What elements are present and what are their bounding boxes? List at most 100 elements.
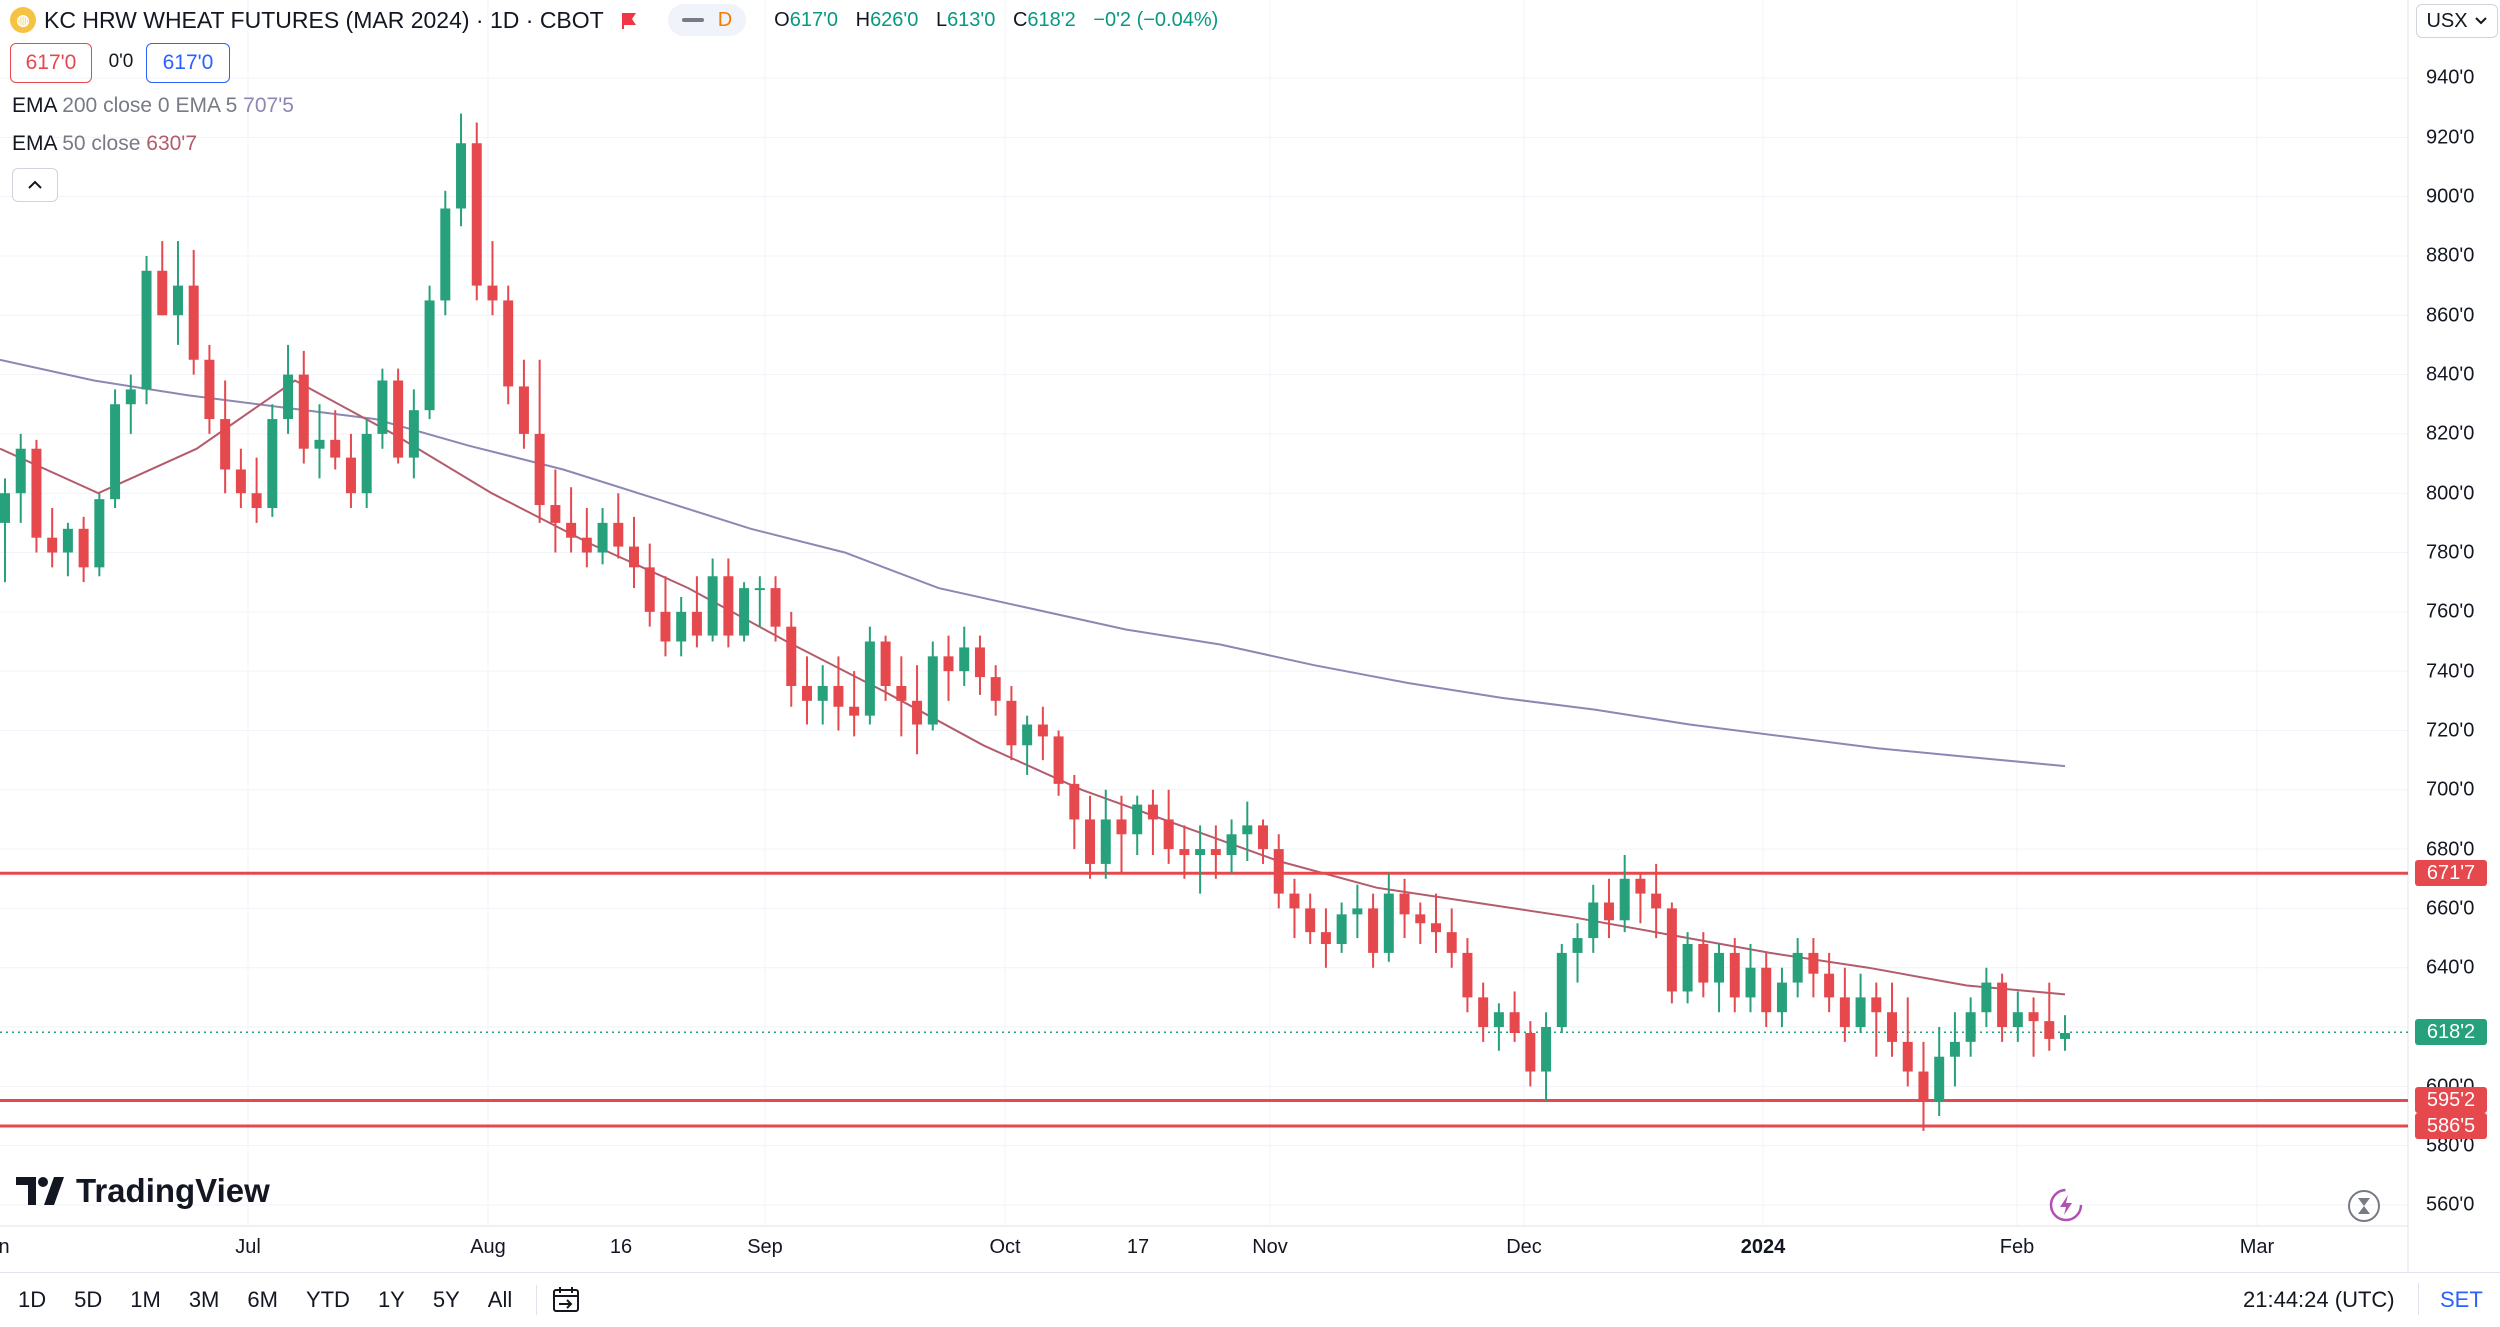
- tradingview-logo[interactable]: TradingView: [16, 1172, 270, 1210]
- candle-body: [1430, 923, 1441, 933]
- candle-body: [1478, 997, 1489, 1028]
- sell-price-button[interactable]: 617'0: [10, 43, 92, 83]
- change-readout: −0'2 (−0.04%): [1093, 8, 1219, 31]
- x-axis-label: 16: [609, 1236, 633, 1258]
- candle-body: [94, 499, 105, 568]
- ema50-legend[interactable]: EMA 50 close 630'7: [12, 132, 197, 155]
- timeframe-3m[interactable]: 3M: [188, 1287, 220, 1312]
- candle-body: [47, 537, 58, 553]
- candle-body: [1006, 700, 1017, 746]
- y-axis-label: 780'0: [2426, 541, 2475, 564]
- candle-body: [739, 588, 750, 636]
- symbol-logo-icon: ◍: [10, 7, 36, 33]
- delay-badge: D: [717, 8, 733, 31]
- ema50-path: [0, 379, 2066, 996]
- timeframe-5y[interactable]: 5Y: [432, 1287, 460, 1312]
- tradingview-logo-icon: [16, 1177, 64, 1205]
- candle-body: [1572, 938, 1583, 953]
- candle-body: [125, 389, 136, 405]
- candle-body: [377, 380, 388, 434]
- y-axis-label: 860'0: [2426, 304, 2475, 327]
- timeframe-1y[interactable]: 1Y: [377, 1287, 405, 1312]
- candle-body: [440, 208, 451, 301]
- candle-body: [959, 647, 970, 672]
- candle-body: [141, 270, 152, 390]
- candle-body: [864, 641, 875, 716]
- candle-body: [1085, 819, 1096, 864]
- candle-body: [1792, 952, 1803, 983]
- timeframe-5d[interactable]: 5D: [74, 1287, 103, 1312]
- candle-body: [943, 656, 954, 672]
- ohlc-readout: O617'0 H626'0 L613'0 C618'2 −0'2 (−0.04%…: [774, 8, 1219, 31]
- support-price-tag-1: 595'2: [2415, 1087, 2487, 1113]
- candle-body: [330, 439, 341, 458]
- utc-clock[interactable]: 21:44:24 (UTC): [2243, 1287, 2395, 1312]
- replay-hourglass-icon[interactable]: [2347, 1189, 2381, 1223]
- y-axis-label: 800'0: [2426, 482, 2475, 505]
- candle-body: [597, 522, 608, 553]
- candle-body: [566, 522, 577, 538]
- timeframe-all[interactable]: All: [487, 1287, 513, 1312]
- candle-body: [204, 359, 215, 420]
- candle-body: [2044, 1021, 2055, 1039]
- buy-price-button[interactable]: 617'0: [146, 43, 230, 83]
- candle-body: [1965, 1012, 1976, 1042]
- candle-body: [1666, 908, 1677, 992]
- x-axis-label: Aug: [470, 1236, 506, 1258]
- ema200-path: [0, 358, 2066, 768]
- timeframe-6m[interactable]: 6M: [247, 1287, 278, 1312]
- candle-body: [770, 588, 781, 627]
- data-status-pill[interactable]: D: [667, 4, 747, 36]
- bottom-toolbar: 1D 5D 1M 3M 6M YTD 1Y 5Y All 21:44:24 (U…: [0, 1272, 2500, 1327]
- calendar-goto-icon[interactable]: [551, 1285, 583, 1315]
- candle-body: [1729, 952, 1740, 998]
- candle-body: [1887, 1012, 1898, 1042]
- candle-body: [1336, 914, 1347, 945]
- resistance-price-tag: 671'7: [2415, 860, 2487, 886]
- candle-body: [1383, 893, 1394, 953]
- candle-body: [1116, 819, 1127, 835]
- set-button[interactable]: SET: [2440, 1287, 2483, 1312]
- candle-body: [1556, 952, 1567, 1028]
- flag-icon[interactable]: [620, 11, 638, 29]
- candle-body: [723, 576, 734, 636]
- candle-body: [393, 380, 404, 458]
- candle-body: [817, 685, 828, 701]
- candle-body: [188, 285, 199, 360]
- toolbar-divider: [536, 1285, 538, 1315]
- x-axis-label: 2024: [1740, 1236, 1786, 1258]
- eye-icon: [681, 18, 704, 22]
- collapse-legend-button[interactable]: [12, 168, 58, 202]
- candle-body: [974, 647, 985, 678]
- candle-body: [754, 588, 765, 591]
- candle-body: [1100, 819, 1111, 864]
- candle-body: [1651, 893, 1662, 909]
- timeframe-1m[interactable]: 1M: [130, 1287, 161, 1312]
- candle-body: [1776, 982, 1787, 1013]
- y-axis-label: 820'0: [2426, 422, 2475, 445]
- symbol-title[interactable]: KC HRW WHEAT FUTURES (MAR 2024) · 1D · C…: [44, 6, 604, 33]
- candle-body: [220, 419, 231, 470]
- currency-selector[interactable]: USX: [2416, 4, 2498, 38]
- spread-value: 0'0: [108, 51, 134, 72]
- y-axis-label: 840'0: [2426, 363, 2475, 386]
- ema50-line: [0, 379, 2066, 996]
- candle-body: [1603, 902, 1614, 921]
- chevron-down-icon: [2474, 17, 2487, 25]
- candle-body: [1934, 1056, 1945, 1102]
- candle-body: [487, 285, 498, 301]
- candle-body: [62, 528, 73, 553]
- candle-body: [1368, 908, 1379, 953]
- ema200-legend[interactable]: EMA 200 close 0 EMA 5 707'5: [12, 94, 294, 117]
- candle-body: [1855, 997, 1866, 1028]
- lightning-icon[interactable]: [2048, 1187, 2084, 1223]
- timeframe-1d[interactable]: 1D: [18, 1287, 47, 1312]
- candle-body: [2028, 1012, 2039, 1022]
- timeframe-ytd[interactable]: YTD: [305, 1287, 350, 1312]
- candle-body: [1179, 849, 1190, 856]
- y-axis-label: 640'0: [2426, 956, 2475, 979]
- candle-body: [251, 493, 262, 509]
- candle-body: [471, 143, 482, 286]
- candle-body: [314, 439, 325, 449]
